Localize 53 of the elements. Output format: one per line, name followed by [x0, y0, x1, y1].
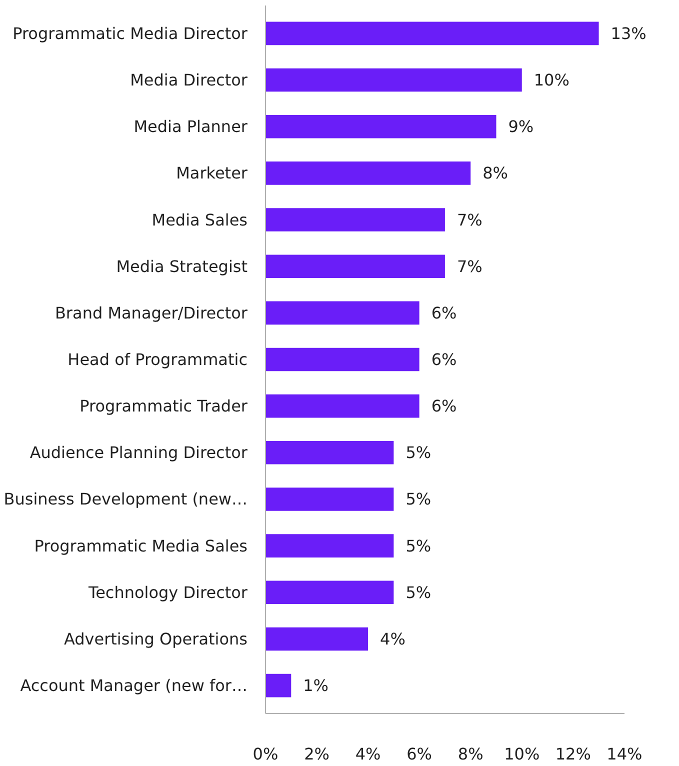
x-tick-label: 6% [406, 744, 432, 764]
data-label: 6% [431, 350, 457, 369]
y-tick-label: Media Strategist [116, 256, 248, 276]
data-label: 6% [431, 303, 457, 322]
y-tick-label: Programmatic Media Director [12, 24, 248, 43]
y-tick-label: Head of Programmatic [68, 350, 248, 369]
bar [266, 580, 394, 604]
x-tick-label: 4% [355, 744, 381, 764]
data-label: 8% [482, 164, 508, 183]
data-label: 6% [431, 396, 457, 416]
data-label: 7% [456, 210, 482, 230]
bar [266, 674, 292, 698]
data-label: 9% [508, 117, 534, 136]
bar [266, 534, 394, 558]
bar [266, 627, 368, 651]
bar [266, 488, 394, 511]
y-tick-label: Account Manager (new for… [20, 676, 248, 696]
data-label: 4% [380, 629, 406, 648]
data-label: 5% [406, 443, 432, 462]
data-label: 5% [406, 490, 432, 509]
x-tick-label: 2% [304, 744, 330, 764]
x-tick-label: 0% [252, 744, 278, 764]
x-tick-label: 14% [606, 744, 642, 764]
y-tick-label: Media Planner [134, 117, 248, 136]
y-tick-label: Programmatic Trader [80, 396, 248, 416]
bar [266, 441, 394, 464]
x-tick-label: 8% [458, 744, 484, 764]
data-label: 13% [610, 24, 646, 43]
bar [266, 208, 445, 232]
bar [266, 254, 445, 278]
bar [266, 22, 599, 46]
data-label: 1% [303, 676, 329, 696]
y-tick-label: Media Director [130, 70, 248, 90]
y-tick-label: Media Sales [152, 210, 248, 230]
data-label: 5% [406, 536, 432, 556]
bar [266, 114, 496, 138]
data-label: 7% [456, 256, 482, 276]
bar [266, 301, 420, 325]
y-tick-label: Business Development (new… [4, 490, 248, 509]
y-tick-label: Advertising Operations [64, 629, 248, 648]
bar [266, 348, 420, 372]
y-tick-label: Brand Manager/Director [54, 303, 248, 322]
y-tick-label: Marketer [176, 164, 248, 183]
y-tick-label: Audience Planning Director [30, 443, 248, 462]
bar [266, 162, 471, 185]
y-tick-label: Programmatic Media Sales [34, 536, 248, 556]
y-tick-label: Technology Director [88, 582, 248, 602]
data-label: 5% [406, 582, 432, 602]
bar [266, 68, 522, 92]
data-label: 10% [534, 70, 570, 90]
x-tick-label: 10% [504, 744, 540, 764]
x-tick-label: 12% [555, 744, 591, 764]
bar [266, 394, 420, 418]
